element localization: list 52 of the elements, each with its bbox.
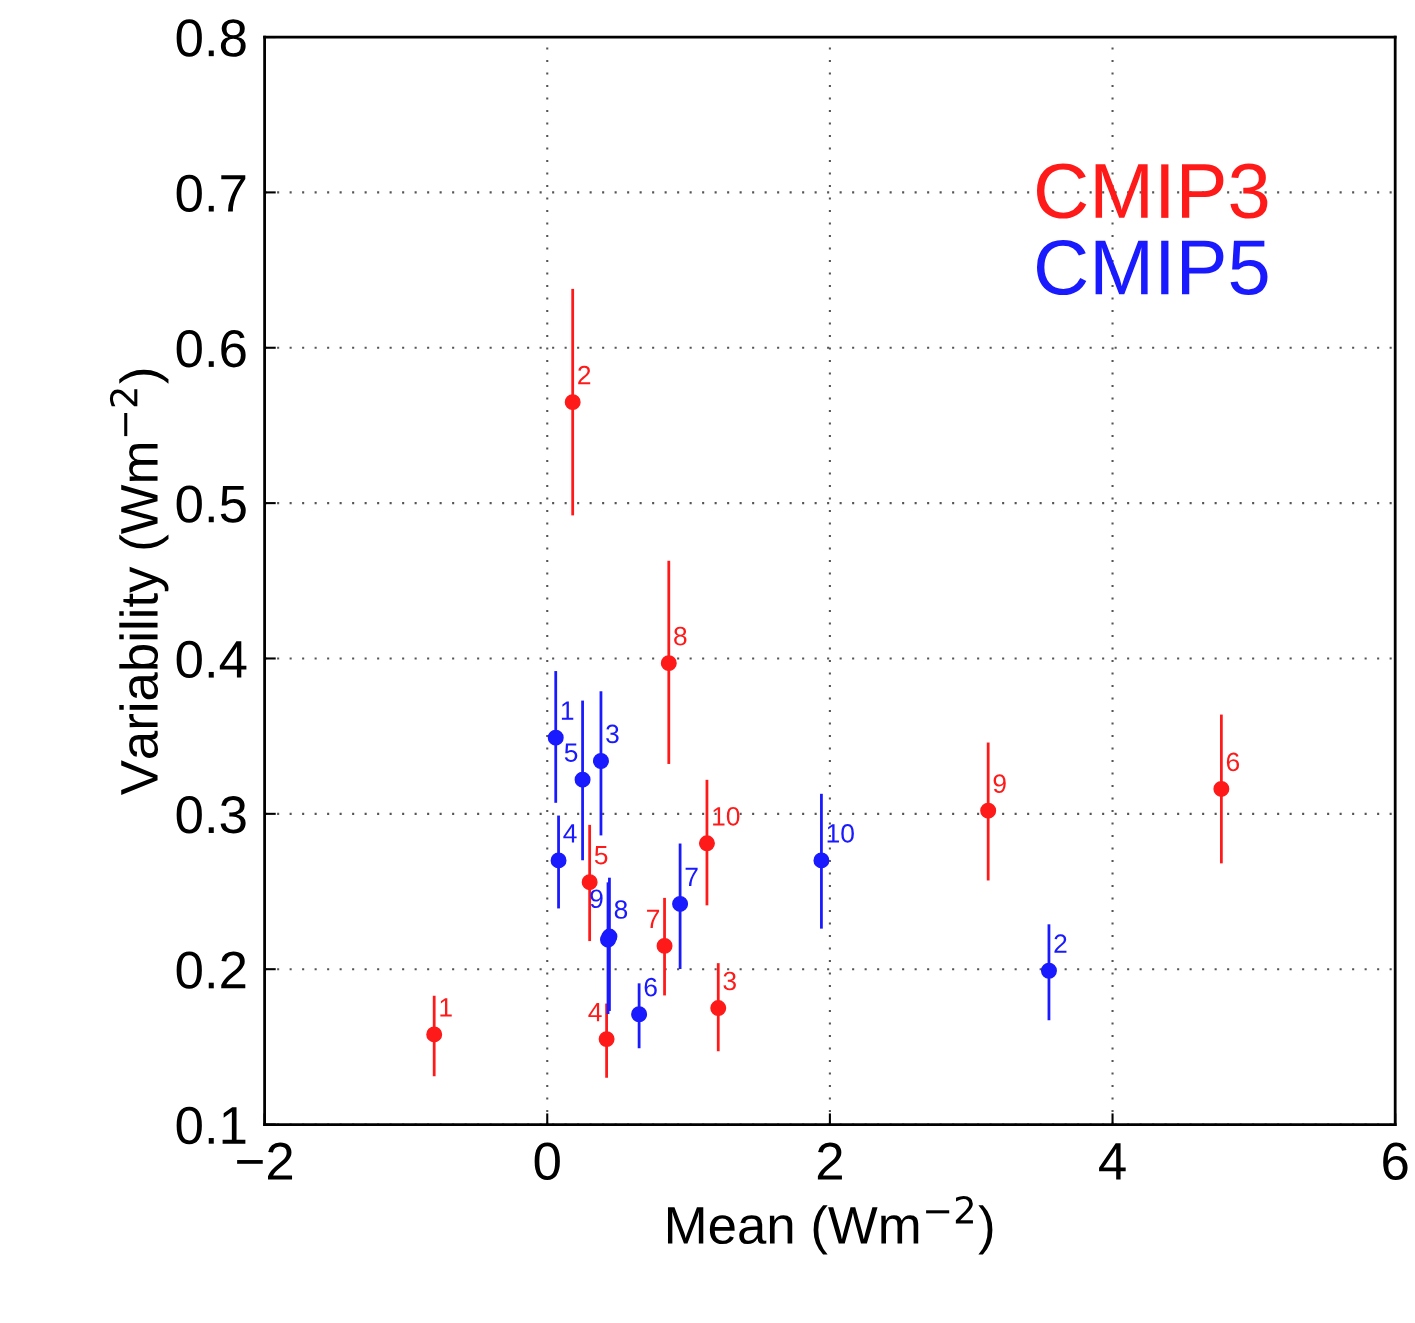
point <box>564 394 581 411</box>
point <box>1040 962 1057 979</box>
y-tick-label: 0.4 <box>176 640 247 679</box>
point <box>592 753 609 769</box>
annotation: 6 <box>644 977 657 997</box>
annotation: 6 <box>1226 752 1240 772</box>
x-tick-label: 4 <box>1099 1143 1126 1180</box>
point <box>698 835 715 852</box>
annotation: 8 <box>674 626 687 646</box>
point <box>672 895 689 912</box>
y-tick-label: 0.7 <box>176 174 246 213</box>
text: CMIP5 <box>1037 239 1268 296</box>
point <box>660 655 677 672</box>
point <box>656 937 673 954</box>
annotation: 7 <box>647 909 660 928</box>
text: CMIP3 <box>1037 163 1268 219</box>
x-axis-title: Mean (Wm$^{−2}$) <box>667 1195 993 1255</box>
annotation: 1 <box>561 701 574 720</box>
annotation: 2 <box>578 365 591 385</box>
annotation: 3 <box>723 971 736 991</box>
y-axis-title: Variability (Wm$^{−2}$) <box>109 369 169 796</box>
annotation: 5 <box>594 846 608 865</box>
point <box>581 874 598 891</box>
point <box>1213 780 1230 797</box>
y-tick-label: 0.8 <box>176 19 246 57</box>
annotation: 7 <box>685 867 698 886</box>
x-tick-label: 2 <box>817 1142 842 1180</box>
y-tick-label: 0.5 <box>176 485 246 523</box>
point <box>631 1006 648 1023</box>
annotation: 3 <box>606 724 619 744</box>
annotation: 4 <box>588 1002 602 1022</box>
y-tick-label: 0.2 <box>176 951 246 989</box>
annotation: 8 <box>614 900 628 919</box>
annotation: 1 <box>440 998 452 1017</box>
annotation: 4 <box>563 824 577 843</box>
annotation: 9 <box>993 774 1006 794</box>
point <box>598 1031 615 1048</box>
x-tick-label: 0 <box>534 1142 560 1180</box>
point <box>980 802 997 819</box>
x-tick-label: 6 <box>1383 1142 1408 1180</box>
point <box>710 1000 727 1017</box>
point <box>574 771 591 788</box>
annotation: 5 <box>564 743 578 762</box>
y-tick-label: 0.3 <box>176 796 246 834</box>
point <box>813 852 830 869</box>
point <box>426 1026 443 1043</box>
point <box>547 729 564 746</box>
point <box>550 852 567 869</box>
annotation: 10 <box>713 806 740 826</box>
annotation: 2 <box>1054 934 1067 953</box>
y-tick-label: 0.6 <box>176 330 246 368</box>
annotation: 10 <box>827 824 854 843</box>
